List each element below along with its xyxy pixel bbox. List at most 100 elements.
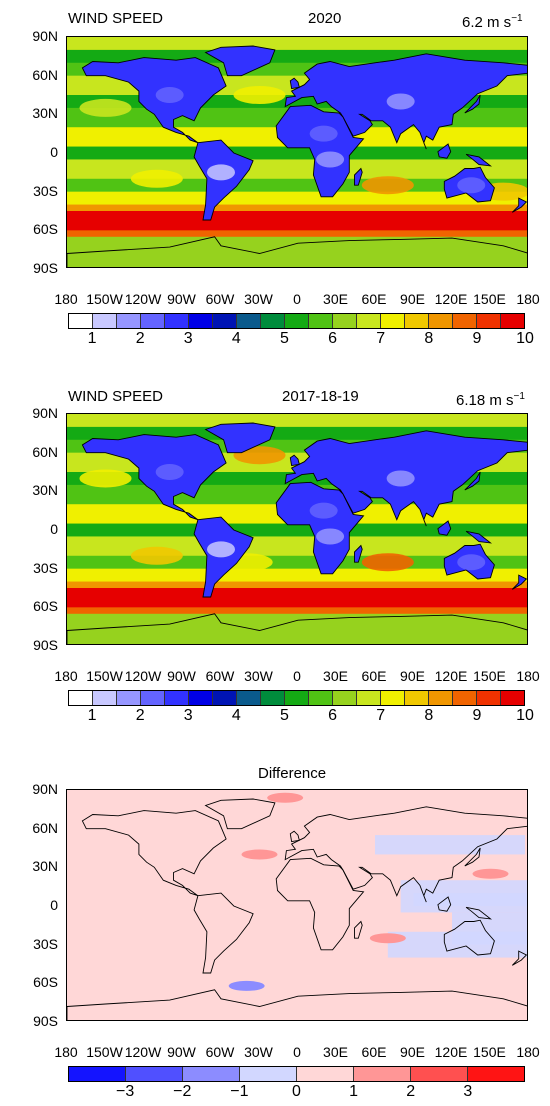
panel-title-center: 2017-18-19 bbox=[282, 388, 359, 405]
colorbar-tick-label: −3 bbox=[116, 1083, 135, 1100]
colorbar-tick-label: 5 bbox=[280, 330, 289, 347]
landmass-new-zealand bbox=[511, 574, 527, 590]
wind-band bbox=[67, 159, 527, 180]
coastline-greenland bbox=[204, 798, 276, 830]
wind-patch bbox=[361, 553, 414, 572]
lat-tick-label: 0 bbox=[50, 144, 58, 160]
colorbar-tick-label: 2 bbox=[135, 707, 145, 724]
lon-tick-label: 90W bbox=[167, 1044, 196, 1060]
lon-tick-label: 120W bbox=[124, 668, 162, 684]
land-low-wind bbox=[316, 528, 345, 545]
wind-band bbox=[67, 588, 527, 608]
landmass-africa bbox=[275, 481, 365, 575]
lat-tick-label: 90N bbox=[32, 405, 58, 421]
lat-tick-label: 30N bbox=[32, 105, 58, 122]
lon-tick-label: 150E bbox=[473, 1044, 506, 1060]
difference-colorbar bbox=[68, 1066, 525, 1082]
lat-tick-label: 30N bbox=[32, 482, 58, 499]
landmass-madagascar bbox=[354, 544, 363, 563]
colorbar-swatch bbox=[69, 1067, 126, 1081]
lon-tick-label: 90E bbox=[400, 668, 425, 684]
coastline-madagascar bbox=[354, 920, 363, 939]
colorbar-swatch bbox=[93, 314, 117, 328]
colorbar-swatch bbox=[357, 691, 381, 705]
lat-tick-label: 0 bbox=[50, 521, 58, 537]
lat-tick-label: 60N bbox=[32, 819, 58, 836]
colorbar-swatch bbox=[240, 1067, 297, 1081]
lon-tick-label: 60W bbox=[205, 668, 235, 684]
colorbar-swatch bbox=[93, 691, 117, 705]
lon-tick-label: 60E bbox=[361, 291, 387, 307]
landmass-uk bbox=[289, 454, 300, 467]
lon-tick-label: 90E bbox=[400, 291, 425, 307]
colorbar-swatch bbox=[141, 314, 165, 328]
colorbar-tick-label: 10 bbox=[516, 330, 534, 347]
colorbar-swatch bbox=[69, 314, 93, 328]
lat-tick-label: 0 bbox=[50, 897, 58, 913]
wind-band bbox=[67, 523, 527, 537]
colorbar-tick-label: 3 bbox=[463, 1083, 473, 1100]
coastline-north-america bbox=[81, 810, 227, 897]
panel-title-right: 6.18 m s−1 bbox=[456, 391, 525, 409]
colorbar-swatch bbox=[165, 314, 189, 328]
lon-tick-label: 180 bbox=[54, 1044, 78, 1060]
coastline-new-zealand bbox=[511, 950, 527, 966]
colorbar-swatch bbox=[183, 1067, 240, 1081]
lat-tick-label: 90N bbox=[32, 781, 58, 797]
lon-tick-label: 180 bbox=[516, 1044, 540, 1060]
landmass-borneo bbox=[437, 143, 452, 159]
lon-tick-label: 90W bbox=[167, 291, 196, 307]
colorbar-tick-label: 9 bbox=[472, 707, 482, 724]
panel-title-left: WIND SPEED bbox=[68, 388, 164, 405]
lon-tick-label: 150W bbox=[86, 668, 123, 684]
coastline-new-guinea bbox=[465, 906, 493, 920]
wind-band bbox=[67, 204, 527, 212]
colorbar-swatch bbox=[237, 691, 261, 705]
colorbar-tick-label: 5 bbox=[280, 707, 289, 724]
coastline-australia bbox=[443, 919, 495, 956]
land-low-wind bbox=[457, 554, 486, 571]
difference-field bbox=[67, 790, 527, 1020]
colorbar-swatch bbox=[309, 691, 333, 705]
lat-tick-label: 90S bbox=[33, 1013, 58, 1029]
lon-tick-label: 90E bbox=[400, 1044, 425, 1060]
lat-tick-label: 60S bbox=[33, 598, 58, 615]
colorbar-tick-label: 4 bbox=[231, 330, 241, 347]
colorbar-swatch bbox=[357, 314, 381, 328]
colorbar-tick-label: 10 bbox=[516, 707, 534, 724]
wind-patch bbox=[79, 98, 132, 117]
colorbar-tick-label: 0 bbox=[292, 1083, 301, 1100]
colorbar-swatch bbox=[261, 691, 285, 705]
wind-band bbox=[67, 230, 527, 238]
coastline-antarctica bbox=[67, 989, 527, 1020]
lat-tick-label: 30S bbox=[33, 182, 58, 199]
colorbar-swatch bbox=[117, 691, 141, 705]
wind-band bbox=[67, 37, 527, 51]
lon-tick-label: 120W bbox=[124, 1044, 162, 1060]
land-low-wind bbox=[207, 164, 235, 181]
colorbar-swatch bbox=[429, 691, 453, 705]
landmass-new-guinea bbox=[465, 530, 493, 544]
colorbar-swatch bbox=[333, 691, 357, 705]
lon-tick-label: 30W bbox=[244, 291, 273, 307]
wind-patch bbox=[233, 86, 286, 104]
colorbar-swatch bbox=[285, 691, 309, 705]
lon-tick-label: 120E bbox=[434, 668, 468, 684]
wind-band bbox=[67, 414, 527, 428]
panel-title-right: 6.2 m s−1 bbox=[462, 13, 523, 31]
colorbar-tick-label: 6 bbox=[328, 707, 338, 724]
land-low-wind bbox=[309, 125, 338, 142]
landmass-japan bbox=[464, 94, 481, 114]
wind-speed-colorbar bbox=[68, 313, 525, 329]
colorbar-swatch bbox=[189, 314, 213, 328]
lon-tick-label: 30E bbox=[323, 291, 348, 307]
lon-tick-label: 180 bbox=[516, 668, 540, 684]
lon-tick-label: 0 bbox=[293, 1044, 301, 1060]
landmass-north-america bbox=[81, 57, 227, 144]
colorbar-tick-label: 4 bbox=[231, 707, 241, 724]
colorbar-swatch bbox=[501, 691, 524, 705]
colorbar-swatch bbox=[213, 314, 237, 328]
colorbar-swatch bbox=[381, 691, 405, 705]
landmass-new-zealand bbox=[511, 197, 527, 213]
lat-tick-label: 90S bbox=[33, 637, 58, 653]
